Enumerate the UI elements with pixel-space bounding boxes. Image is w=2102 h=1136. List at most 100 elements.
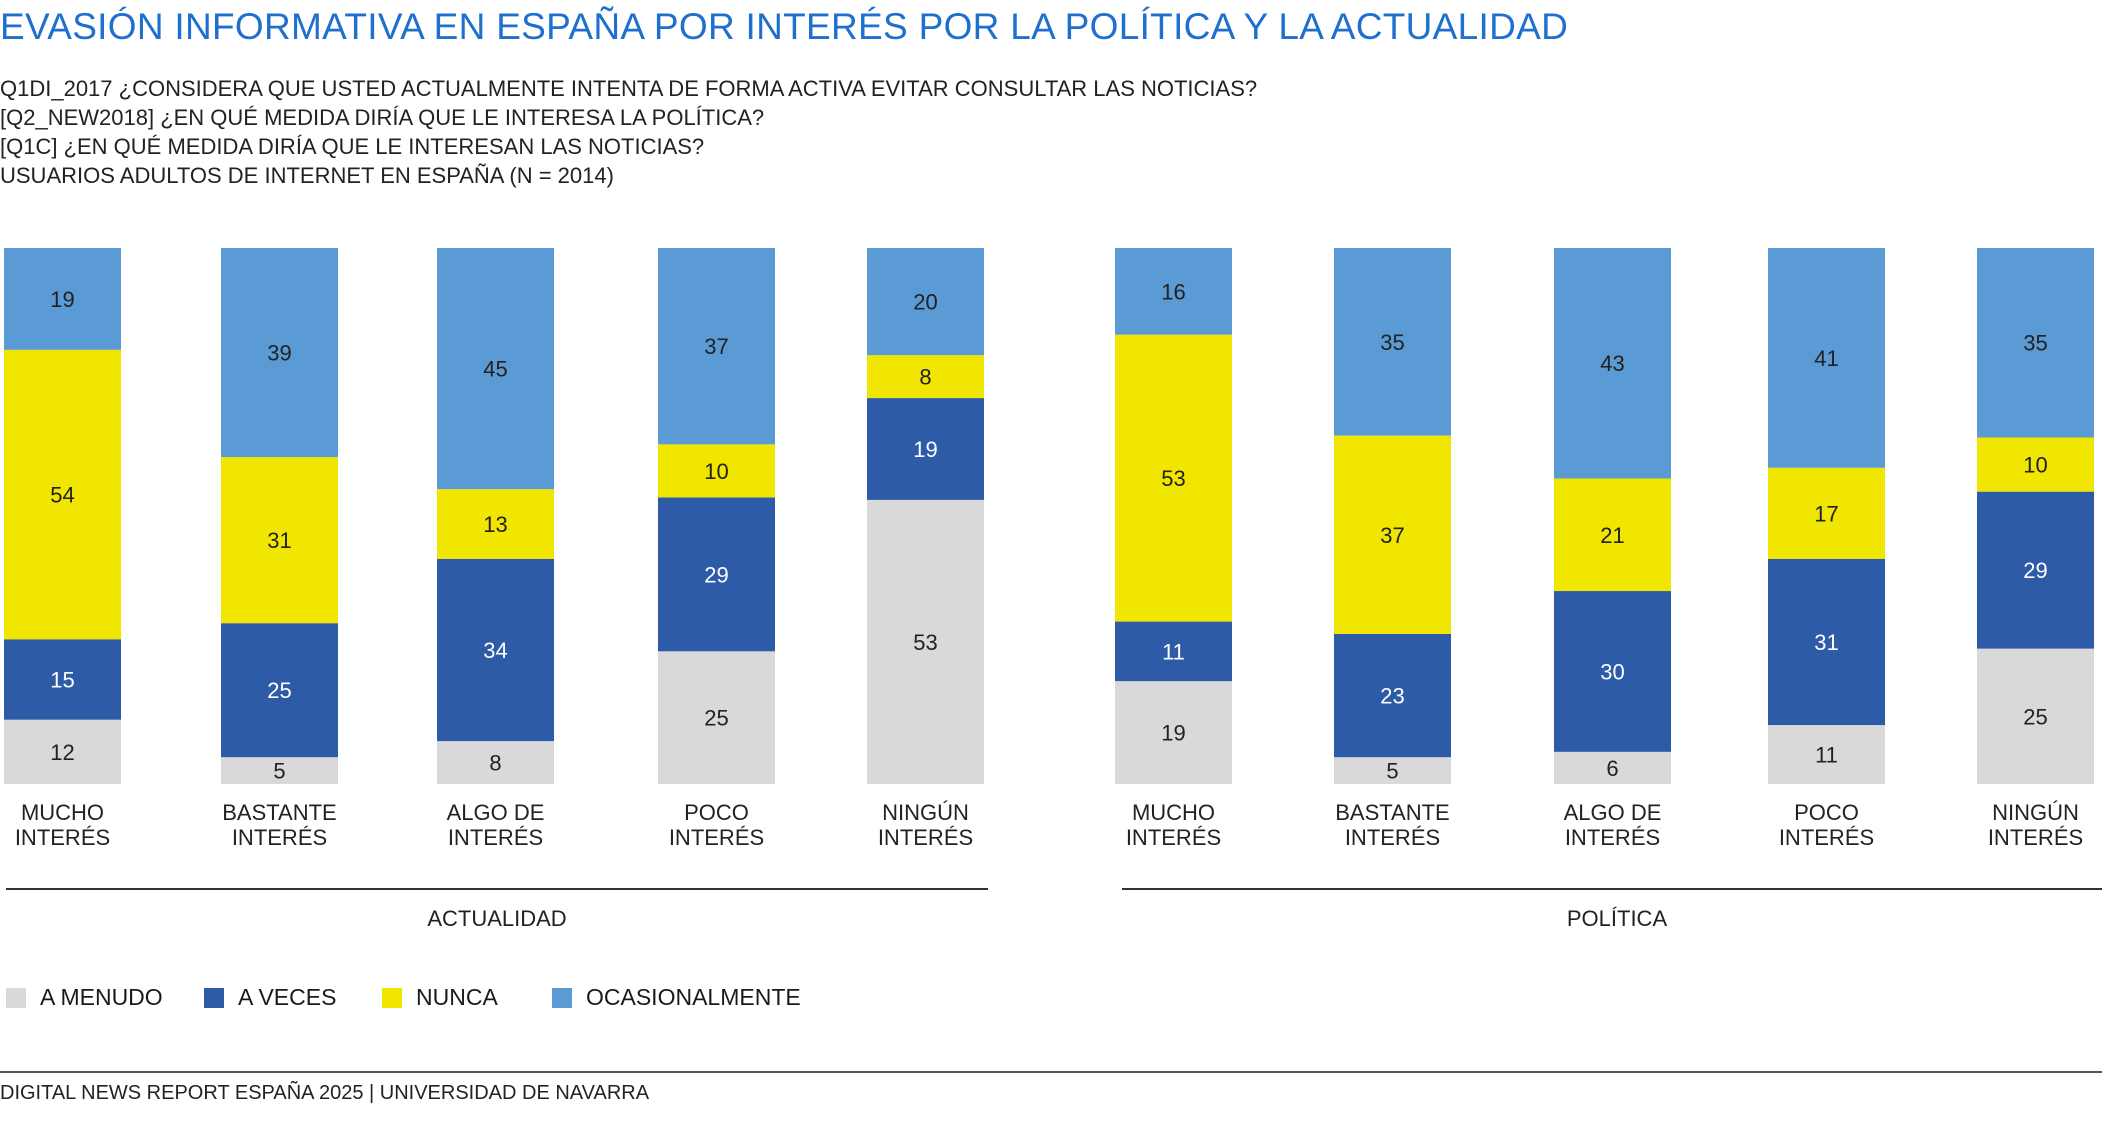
bar-segment-a-menudo [4,719,121,784]
data-label: 19 [50,287,74,312]
data-label: 37 [1380,523,1404,548]
data-label: 21 [1600,523,1624,548]
footer-source: DIGITAL NEWS REPORT ESPAÑA 2025 | UNIVER… [0,1082,650,1104]
subtitle-line: [Q1C] ¿EN QUÉ MEDIDA DIRÍA QUE LE INTERE… [0,134,705,159]
data-label: 5 [273,759,285,784]
category-label: INTERÉS [1988,825,2083,850]
bar-segment-nunca [4,349,121,640]
data-label: 31 [267,528,291,553]
bar-segment-ocasionalmente [1554,248,1671,479]
bar-segment-a-menudo [867,499,984,784]
subtitle-line: [Q2_NEW2018] ¿EN QUÉ MEDIDA DIRÍA QUE LE… [0,105,765,130]
data-label: 29 [2023,558,2047,583]
category-label: INTERÉS [232,825,327,850]
data-label: 15 [50,667,74,692]
bar-segment-a-menudo [1768,725,1885,784]
bar-segment-nunca [658,444,775,498]
data-label: 23 [1380,684,1404,709]
group-label: POLÍTICA [1567,906,1668,931]
bar-segment-a-menudo [1554,751,1671,784]
data-label: 53 [913,630,937,655]
data-label: 19 [1161,721,1185,746]
data-label: 11 [1162,639,1185,664]
bar-segment-a-menudo [221,757,338,784]
bar-segment-ocasionalmente [221,248,338,458]
legend-label: NUNCA [416,984,498,1010]
data-label: 25 [267,678,291,703]
data-label: 34 [483,638,507,663]
bar-segment-a-veces [4,639,121,720]
category-label: INTERÉS [1779,825,1874,850]
bar-segment-a-menudo [658,651,775,784]
category-label: INTERÉS [1345,825,1440,850]
legend-item-ocasionalmente: OCASIONALMENTE [552,984,801,1011]
data-label: 16 [1161,279,1185,304]
bar-segment-ocasionalmente [1334,248,1451,436]
bar-segment-a-veces [1768,558,1885,726]
data-label: 17 [1814,501,1838,526]
subtitle-line: USUARIOS ADULTOS DE INTERNET EN ESPAÑA (… [0,163,614,188]
bar-segment-ocasionalmente [1768,248,1885,468]
data-label: 25 [2023,704,2047,729]
data-label: 35 [2023,331,2047,356]
bar-segment-nunca [1554,478,1671,592]
data-label: 30 [1600,659,1624,684]
data-label: 43 [1600,351,1624,376]
category-label: POCO [1794,800,1859,825]
category-label: INTERÉS [1126,825,1221,850]
category-label: INTERÉS [878,825,973,850]
bar-segment-a-veces [221,623,338,758]
data-label: 31 [1814,630,1838,655]
data-label: 19 [913,437,937,462]
bar-segment-a-veces [658,497,775,652]
data-label: 39 [267,341,291,366]
chart-panel-politica: 19115316MUCHOINTERÉS5233735BASTANTEINTER… [1115,248,2102,931]
legend-item-nunca: NUNCA [382,984,552,1011]
data-label: 5 [1386,759,1398,784]
bar-segment-nunca [1334,435,1451,634]
data-label: 45 [483,357,507,382]
subtitle-line: Q1DI_2017 ¿CONSIDERA QUE USTED ACTUALMEN… [0,76,1258,101]
category-label: INTERÉS [15,825,110,850]
bar-segment-a-menudo [1334,757,1451,784]
chart-title: EVASIÓN INFORMATIVA EN ESPAÑA POR INTERÉ… [0,6,1569,47]
bar-segment-a-veces [437,558,554,742]
data-label: 25 [704,706,728,731]
legend-label: A MENUDO [40,984,163,1010]
category-label: NINGÚN [882,800,969,825]
category-label: BASTANTE [1335,800,1450,825]
data-label: 37 [704,334,728,359]
category-label: INTERÉS [448,825,543,850]
legend-swatch-ocasionalmente [552,987,572,1008]
chart-panel-actualidad: 12155419MUCHOINTERÉS5253139BASTANTEINTER… [4,248,988,931]
bar-segment-a-veces [1977,491,2094,649]
data-label: 53 [1161,466,1185,491]
chart-subtitle: Q1DI_2017 ¿CONSIDERA QUE USTED ACTUALMEN… [0,74,1257,190]
bar-segment-nunca [221,457,338,624]
data-label: 10 [704,459,728,484]
category-label: MUCHO [1132,800,1215,825]
bar-segment-nunca [1115,334,1232,622]
data-label: 29 [704,562,728,587]
footer-divider [0,1071,2102,1073]
legend-swatch-a-menudo [6,987,26,1008]
bar-segment-ocasionalmente [4,248,121,350]
bar-segment-ocasionalmente [658,248,775,445]
category-label: NINGÚN [1992,800,2079,825]
legend-label: A VECES [238,984,337,1010]
data-label: 35 [1380,330,1404,355]
legend-swatch-nunca [382,987,402,1008]
data-label: 20 [913,290,937,315]
bar-segment-nunca [1768,467,1885,559]
legend-label: OCASIONALMENTE [586,984,801,1010]
bar-segment-a-menudo [437,741,554,784]
data-label: 13 [483,512,507,537]
legend-item-a-veces: A VECES [204,984,382,1011]
data-label: 12 [50,740,74,765]
data-label: 8 [919,365,931,390]
bar-segment-ocasionalmente [867,248,984,356]
category-label: BASTANTE [222,800,337,825]
data-label: 11 [1815,743,1838,768]
bar-segment-ocasionalmente [1977,248,2094,438]
category-label: ALGO DE [1564,800,1662,825]
